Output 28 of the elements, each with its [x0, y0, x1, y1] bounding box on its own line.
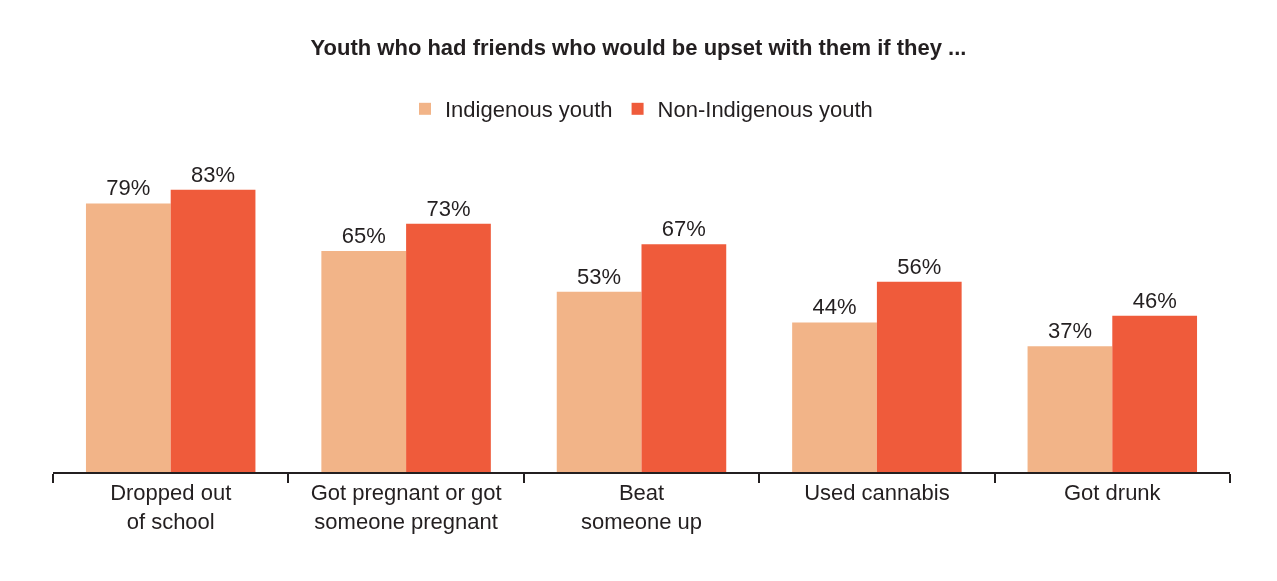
data-label: 65%	[341, 223, 386, 249]
bar	[406, 223, 491, 472]
x-tick-label: Used cannabis	[804, 480, 950, 506]
data-label: 56%	[897, 253, 942, 279]
bar	[321, 251, 407, 472]
x-tick-label: Beat someone up	[580, 480, 703, 534]
bar	[792, 322, 877, 472]
data-label: 67%	[661, 216, 706, 242]
x-tick-label: Got pregnant or got someone pregnant	[310, 480, 502, 534]
data-label: 83%	[191, 161, 236, 187]
x-tick-label: Got drunk	[1064, 480, 1162, 506]
data-label: 73%	[426, 195, 471, 221]
data-label: 46%	[1132, 287, 1177, 313]
legend-label: Indigenous youth	[445, 97, 613, 123]
bar	[556, 291, 642, 472]
data-label: 37%	[1047, 318, 1092, 344]
data-label: 53%	[577, 263, 622, 289]
chart-title: Youth who had friends who would be upset with them if they ...	[310, 35, 967, 61]
bar	[876, 281, 962, 472]
data-label: 79%	[106, 175, 151, 201]
x-tick-label: Dropped out of school	[110, 480, 232, 534]
bar	[170, 189, 256, 472]
bar	[641, 244, 727, 472]
data-label: 44%	[812, 294, 857, 320]
bar	[85, 203, 171, 472]
bar	[1112, 315, 1198, 472]
legend-label: Non-Indigenous youth	[657, 97, 873, 123]
bar	[1027, 346, 1113, 472]
